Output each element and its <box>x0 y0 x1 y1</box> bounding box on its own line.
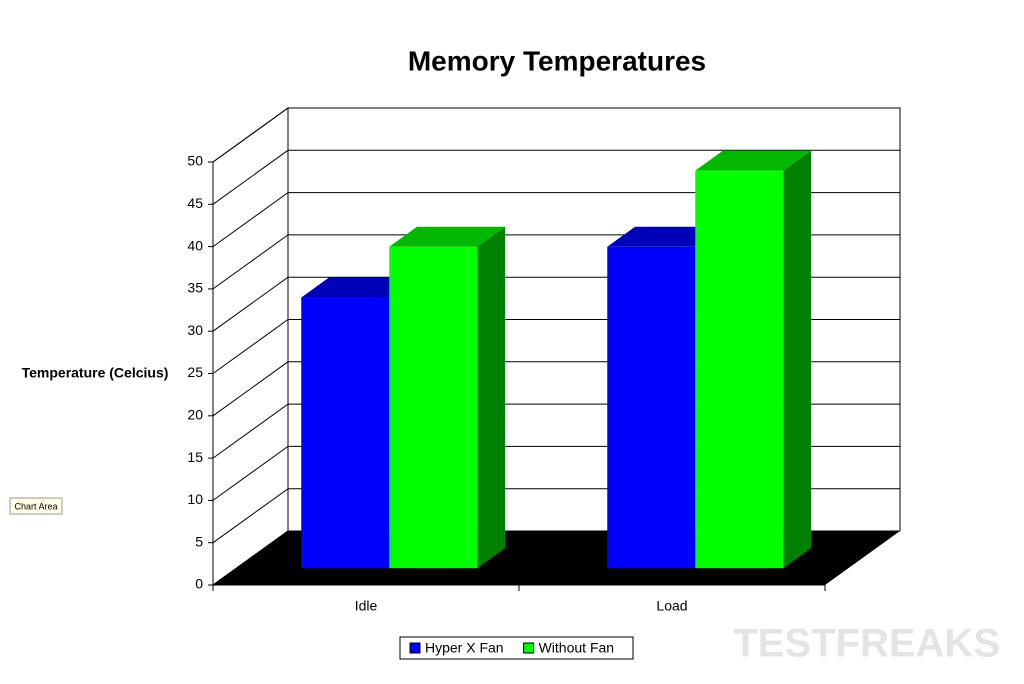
legend-label: Hyper X Fan <box>425 640 504 656</box>
legend-swatch <box>523 642 535 654</box>
bar <box>301 297 390 569</box>
bar <box>695 170 784 569</box>
bar <box>389 246 478 569</box>
y-tick-label: 0 <box>195 576 203 592</box>
y-tick-label: 10 <box>187 491 203 507</box>
grid-line <box>212 107 900 163</box>
chart-title: Memory Temperatures <box>408 45 706 76</box>
bar-top <box>301 277 417 298</box>
y-tick-label: 50 <box>187 153 203 169</box>
y-tick-label: 20 <box>187 407 203 423</box>
tooltip-box <box>9 497 63 515</box>
x-tick-label: Load <box>656 598 687 614</box>
y-tick-label: 40 <box>187 237 203 253</box>
y-tick-label: 30 <box>187 322 203 338</box>
watermark: TESTFREAKS <box>733 622 1000 666</box>
y-axis-title: Temperature (Celcius) <box>22 365 169 381</box>
bar-side <box>783 150 811 569</box>
legend-box <box>399 636 634 660</box>
grid-line <box>212 149 900 205</box>
bar-top <box>607 226 723 247</box>
x-tick-label: Idle <box>355 598 378 614</box>
legend-swatch <box>409 642 421 654</box>
y-tick-label: 15 <box>187 449 203 465</box>
y-tick-label: 5 <box>195 533 203 549</box>
bar-side <box>477 226 505 569</box>
y-tick-label: 25 <box>187 364 203 380</box>
bar <box>607 246 696 569</box>
tooltip: Chart Area <box>14 501 57 511</box>
y-tick-label: 35 <box>187 280 203 296</box>
bar-top <box>389 226 505 247</box>
bar-top <box>695 150 811 171</box>
y-tick-label: 45 <box>187 195 203 211</box>
legend-label: Without Fan <box>539 640 614 656</box>
